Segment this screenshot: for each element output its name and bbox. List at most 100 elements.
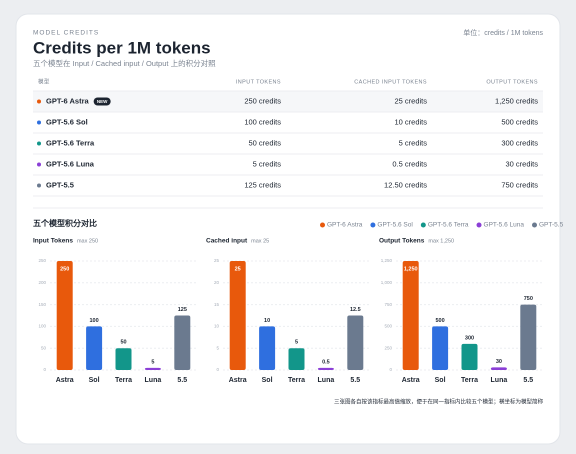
column-header: 模型 [38,77,50,85]
x-tick-label: 5.5 [350,377,360,384]
bar [347,315,364,370]
legend-dot [370,222,376,228]
y-tick-label: 0 [216,367,219,372]
legend-dot [476,222,482,228]
row-dot [37,99,41,104]
x-tick-label: Luna [318,377,335,384]
chart-subtitle: max 250 [77,238,98,244]
card [15,13,561,445]
eyebrow: MODEL CREDITS [33,30,99,37]
cell: 12.50 credits [384,180,427,189]
y-tick-label: 10 [214,324,220,329]
model-name: GPT-5.5 [46,180,74,189]
x-tick-label: Sol [89,377,100,384]
row-dot [37,183,41,188]
cell: 100 credits [244,117,281,126]
bar [520,304,537,370]
cell: 50 credits [248,138,281,147]
x-tick-label: Terra [461,377,478,384]
badge: NEW [97,99,108,104]
cell: 5 credits [399,138,428,147]
column-header: OUTPUT TOKENS [486,79,538,85]
cell: 250 credits [244,96,281,105]
cell: 5 credits [253,159,282,168]
data-label: 12.5 [350,307,361,313]
x-tick-label: Luna [145,377,162,384]
data-label: 5 [151,359,154,365]
legend-dot [532,222,537,228]
bar [86,326,103,370]
bar [461,343,478,370]
x-tick-label: Terra [288,377,305,384]
data-label: 1,250 [404,266,418,272]
data-label: 750 [524,296,533,302]
y-tick-label: 1,000 [381,280,393,285]
row-highlight [33,91,543,112]
bar [317,367,334,370]
row-dot [37,162,41,167]
unit: 单位：credits / 1M tokens [463,28,543,37]
data-label: 50 [120,340,126,346]
bar [115,348,132,370]
x-tick-label: Luna [491,377,508,384]
model-name: GPT-5.6 Terra [46,138,95,147]
chart-subtitle: max 25 [251,238,269,244]
cell: 10 credits [394,117,427,126]
y-tick-label: 25 [214,258,220,263]
model-name: GPT-5.6 Sol [46,117,88,126]
y-tick-label: 150 [38,302,46,307]
chart-title: Output Tokens [379,238,425,245]
y-tick-label: 5 [216,345,219,350]
data-label: 100 [90,318,99,324]
data-label: 10 [264,318,270,324]
legend-label: GPT-6 Astra [327,222,363,229]
subtitle: 五个模型在 Input / Cached input / Output 上的积分… [33,58,216,68]
chart-title: Cached input [206,238,248,245]
y-tick-label: 0 [389,367,392,372]
y-tick-label: 200 [38,280,46,285]
y-tick-label: 20 [214,280,220,285]
bar [259,326,276,370]
row-dot [37,141,41,146]
y-tick-label: 50 [41,345,47,350]
row-dot [37,120,41,125]
title: Credits per 1M tokens [33,38,211,57]
cell: 125 credits [244,180,281,189]
cell: 750 credits [501,180,538,189]
x-tick-label: Sol [262,377,273,384]
cell: 1,250 credits [495,96,538,105]
bar [174,315,191,370]
cell: 500 credits [501,117,538,126]
data-label: 25 [235,266,241,272]
legend-label: GPT-5.5 [539,222,564,229]
legend-label: GPT-5.6 Terra [428,222,469,229]
bar [402,261,419,370]
y-tick-label: 0 [43,367,46,372]
cell: 25 credits [394,96,427,105]
legend-label: GPT-5.6 Sol [377,222,413,229]
data-label: 300 [465,335,474,341]
data-label: 5 [295,340,298,346]
x-tick-label: Astra [402,377,420,384]
column-header: CACHED INPUT TOKENS [354,79,427,85]
data-label: 500 [436,318,445,324]
cell: 300 credits [501,138,538,147]
y-tick-label: 750 [384,302,392,307]
x-tick-label: Astra [229,377,247,384]
model-name: GPT-5.6 Luna [46,159,95,168]
y-tick-label: 250 [38,258,46,263]
y-tick-label: 250 [384,345,392,350]
y-tick-label: 15 [214,302,220,307]
x-tick-label: 5.5 [523,377,533,384]
x-tick-label: Terra [115,377,132,384]
legend-dot [320,222,325,228]
badge-bg [93,97,111,106]
chart-title: Input Tokens [33,238,73,245]
cell: 30 credits [505,159,538,168]
y-tick-label: 500 [384,324,392,329]
bar [432,326,449,370]
bar [229,261,246,370]
x-tick-label: 5.5 [177,377,187,384]
x-tick-label: Astra [56,377,74,384]
